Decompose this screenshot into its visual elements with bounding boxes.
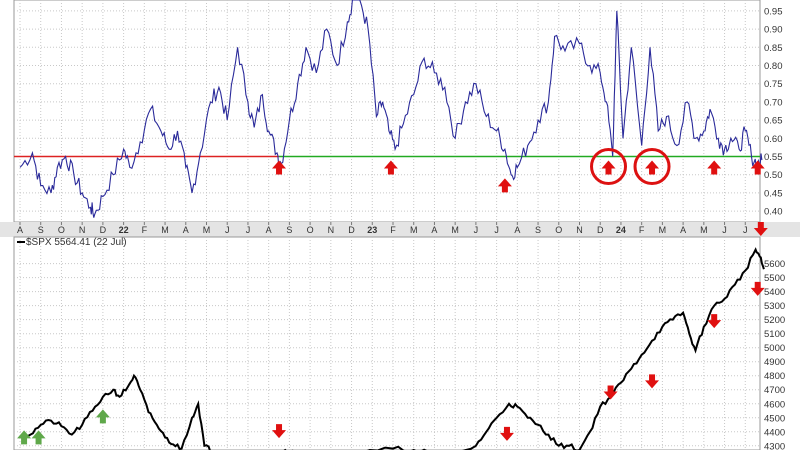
x-tick-label: A (431, 225, 437, 235)
up-arrow-marker (383, 160, 398, 175)
y-tick-label: 5200 (764, 315, 785, 326)
indicator-x-axis: A S O N D 22 F M A M J J A S O N D 23 F M A M J J A S O N D 24 F M A M J J (0, 222, 800, 237)
x-tick-label: J (474, 225, 479, 235)
indicator-series-line (19, 0, 763, 218)
x-tick-label: F (142, 225, 148, 235)
y-tick-label: 0.60 (764, 134, 783, 145)
x-tick-label: O (58, 225, 65, 235)
y-tick-label: 5300 (764, 301, 785, 312)
x-tick-label: O (307, 225, 314, 235)
y-tick-label: 0.40 (764, 207, 783, 218)
up-arrow-marker (95, 409, 110, 424)
y-tick-label: 0.70 (764, 97, 783, 108)
y-tick-label: 0.95 (764, 6, 783, 17)
x-tick-label: A (183, 225, 189, 235)
y-tick-label: 0.65 (764, 116, 783, 127)
up-arrow-marker (707, 160, 722, 175)
y-tick-label: 0.80 (764, 61, 783, 72)
up-arrow-marker (601, 160, 616, 175)
y-tick-label: 5500 (764, 273, 785, 284)
x-tick-label: 22 (119, 225, 129, 235)
x-tick-label: M (659, 225, 667, 235)
x-tick-label: S (38, 225, 44, 235)
x-tick-label: A (514, 225, 520, 235)
y-tick-label: 0.90 (764, 25, 783, 36)
x-tick-label: D (348, 225, 355, 235)
down-arrow-marker (499, 426, 514, 441)
indicator-frame (13, 0, 761, 223)
x-tick-label: A (680, 225, 686, 235)
down-arrow-marker (272, 424, 287, 439)
y-tick-label: 5600 (764, 259, 785, 270)
x-tick-label: M (203, 225, 211, 235)
up-arrow-marker (497, 178, 512, 193)
y-tick-label: 0.50 (764, 170, 783, 181)
y-tick-label: 4900 (764, 357, 785, 368)
y-tick-label: 4800 (764, 371, 785, 382)
x-tick-label: J (743, 225, 748, 235)
up-arrow-marker (750, 160, 765, 175)
price-legend-label: $SPX 5564.41 (22 Jul) (26, 237, 127, 248)
x-tick-label: M (410, 225, 418, 235)
price-series-line (19, 247, 765, 450)
up-arrow-marker (17, 430, 32, 445)
x-tick-label: M (451, 225, 459, 235)
y-tick-label: 4500 (764, 413, 785, 424)
y-tick-label: 5000 (764, 343, 785, 354)
down-arrow-marker (603, 385, 618, 400)
down-arrow-marker (707, 314, 722, 329)
x-tick-label: N (576, 225, 583, 235)
x-tick-label: F (639, 225, 645, 235)
x-tick-label: N (79, 225, 86, 235)
x-axis-band (0, 222, 800, 237)
up-arrow-marker (31, 430, 46, 445)
x-tick-label: M (161, 225, 169, 235)
x-tick-label: J (722, 225, 727, 235)
x-tick-label: J (225, 225, 230, 235)
x-tick-label: D (597, 225, 604, 235)
price-panel: 4300 4400 4500 4600 4700 4800 4900 5000 5100 5200… (13, 222, 785, 450)
x-tick-label: S (535, 225, 541, 235)
y-tick-label: 4700 (764, 385, 785, 396)
highlight-circle (590, 147, 628, 185)
y-tick-label: 0.45 (764, 188, 783, 199)
x-tick-label: 24 (616, 225, 626, 235)
y-tick-label: 4300 (764, 441, 785, 450)
x-tick-label: M (700, 225, 708, 235)
y-tick-label: 0.55 (764, 152, 783, 163)
down-arrow-marker (753, 222, 768, 236)
y-tick-label: 4400 (764, 427, 785, 438)
x-tick-label: A (17, 225, 23, 235)
highlight-circle (633, 147, 671, 185)
x-tick-label: F (390, 225, 396, 235)
y-tick-label: 5400 (764, 287, 785, 298)
y-tick-label: 0.75 (764, 79, 783, 90)
y-tick-label: 4600 (764, 399, 785, 410)
x-tick-label: D (100, 225, 107, 235)
down-arrow-marker (645, 374, 660, 389)
up-arrow-marker (272, 160, 287, 175)
up-arrow-marker (645, 160, 660, 175)
x-tick-label: A (266, 225, 272, 235)
x-tick-label: S (286, 225, 292, 235)
down-arrow-marker (750, 281, 765, 296)
y-tick-label: 5100 (764, 329, 785, 340)
x-tick-label: J (246, 225, 251, 235)
x-tick-label: N (328, 225, 335, 235)
indicator-panel: 0.40 0.45 0.50 0.55 0.60 0.65 0.70 0.75 0.80 0.85… (13, 0, 783, 223)
x-tick-label: 23 (367, 225, 377, 235)
x-tick-label: O (555, 225, 562, 235)
price-frame (13, 236, 761, 450)
y-tick-label: 0.85 (764, 43, 783, 54)
x-tick-label: J (494, 225, 499, 235)
